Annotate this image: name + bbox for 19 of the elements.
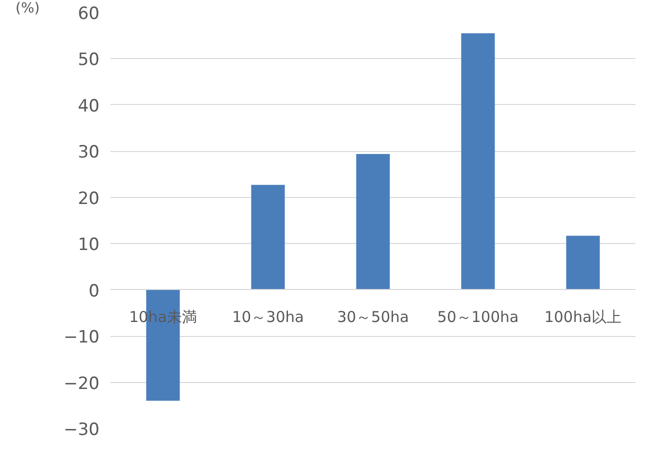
bar <box>566 236 600 290</box>
y-tick-label: 30 <box>78 142 100 163</box>
bar <box>251 184 285 290</box>
y-tick-label: −20 <box>64 374 100 394</box>
y-axis-title: (%) <box>16 0 40 16</box>
y-tick-label: −10 <box>64 328 100 348</box>
bar <box>461 33 495 290</box>
y-tick-label: 20 <box>78 188 100 209</box>
y-tick-label: 60 <box>78 4 100 24</box>
x-tick-label: 100ha以上 <box>544 308 622 326</box>
y-tick-label: 0 <box>88 281 100 302</box>
y-tick-label: 40 <box>78 96 100 116</box>
y-tick-label: 10 <box>78 235 100 256</box>
y-tick-label: 50 <box>78 50 100 70</box>
x-tick-label: 30～50ha <box>337 308 409 326</box>
bar <box>356 154 390 290</box>
x-tick-label: 50～100ha <box>437 308 519 326</box>
y-tick-label: −30 <box>64 420 100 440</box>
x-tick-label: 10～30ha <box>232 308 304 326</box>
